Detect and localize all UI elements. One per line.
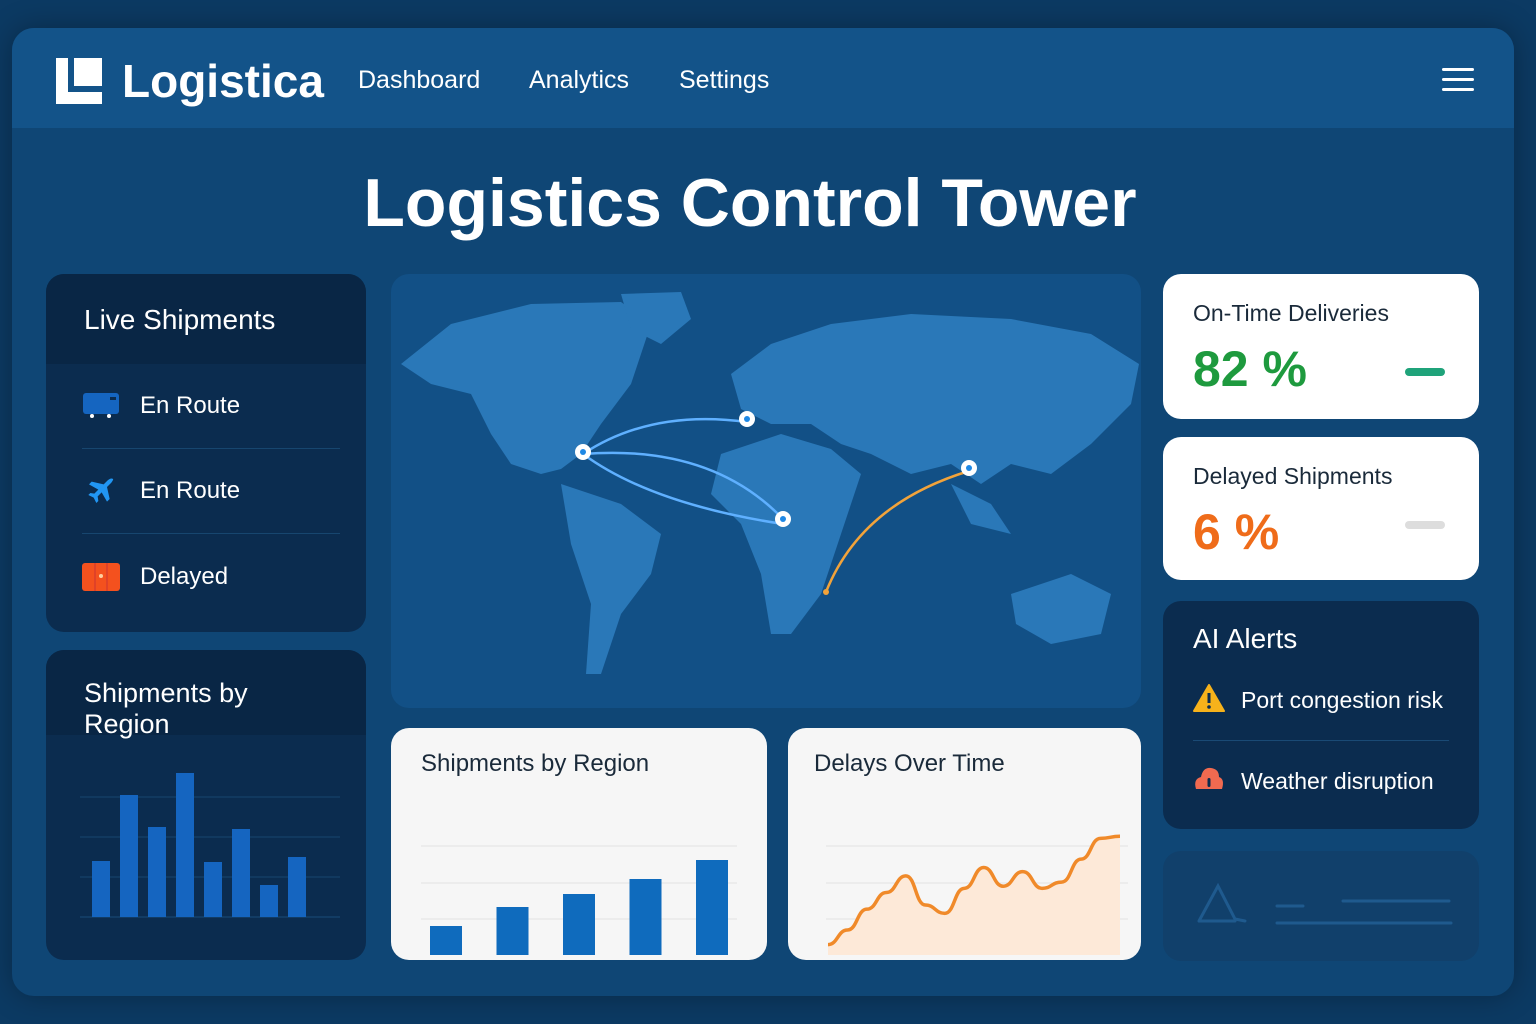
bar [430,926,462,955]
delays-chart-title: Delays Over Time [814,750,1005,777]
world-map[interactable] [391,274,1141,708]
trend-indicator [1405,521,1445,529]
airplane-icon [82,475,120,507]
bar [629,879,662,955]
weather-alert-icon [1193,765,1227,797]
bar [92,861,110,917]
warning-icon [1193,683,1227,719]
kpi-delayed: Delayed Shipments 6 % [1163,437,1479,580]
bar [496,907,529,955]
region-bar-chart [421,845,737,955]
delay-line [827,834,1121,947]
alert-label: Port congestion risk [1241,687,1443,713]
map-pin-icon [575,411,977,595]
kpi-value: 6 % [1193,504,1280,560]
hamburger-menu-icon[interactable] [1442,68,1474,92]
shipment-item[interactable]: En Route [82,449,340,534]
bar [204,862,222,917]
region-bar-chart-dark [80,773,340,918]
placeholder-card [1163,851,1479,961]
nav-settings[interactable]: Settings [679,66,770,94]
shipment-label: Delayed [140,562,229,590]
container-icon [82,562,120,591]
shipment-label: En Route [140,477,241,504]
kpi-label: On-Time Deliveries [1193,300,1389,326]
placeholder-alert-icon [1197,882,1453,925]
truck-icon [82,393,120,419]
kpi-value: 82 % [1193,341,1307,397]
area-fill [828,836,1120,955]
bar [176,773,194,917]
app-window: Logistica Dashboard Analytics Settings L… [12,28,1514,996]
region-chart-card-dark: Shipments by Region [46,650,366,960]
alert-item[interactable]: Weather disruption [1193,741,1449,821]
brand-name: Logistica [122,55,324,107]
logo-icon [56,58,102,104]
live-shipments-title: Live Shipments [46,274,366,364]
map-svg [401,292,1139,674]
bar [148,827,166,917]
ai-alerts-title: AI Alerts [1193,623,1298,654]
delays-area-chart [826,834,1128,955]
bar [120,795,138,917]
nav-analytics[interactable]: Analytics [529,66,630,94]
bar [260,885,278,917]
kpi-label: Delayed Shipments [1193,463,1393,489]
ai-alerts-card: AI Alerts Port congestion risk Weather d… [1163,601,1479,829]
shipment-item[interactable]: En Route [82,364,340,449]
nav-dashboard[interactable]: Dashboard [358,66,481,94]
trend-indicator [1405,368,1445,376]
region-chart-title: Shipments by Region [46,650,366,739]
region-chart-card: Shipments by Region [391,728,767,960]
shipment-item[interactable]: Delayed [82,534,340,619]
live-shipments-card: Live Shipments En Route En Route Delayed [46,274,366,632]
kpi-on-time: On-Time Deliveries 82 % [1163,274,1479,419]
delays-chart-card: Delays Over Time [788,728,1141,960]
shipment-label: En Route [140,392,241,419]
top-nav: Logistica Dashboard Analytics Settings [12,28,1514,128]
bar [696,860,728,955]
page-title: Logistics Control Tower [363,165,1137,241]
bar [288,857,306,917]
region-chart-title: Shipments by Region [421,750,650,777]
alert-item[interactable]: Port congestion risk [1193,661,1449,741]
bar [232,829,250,917]
alert-label: Weather disruption [1241,767,1434,794]
bar [563,894,595,955]
